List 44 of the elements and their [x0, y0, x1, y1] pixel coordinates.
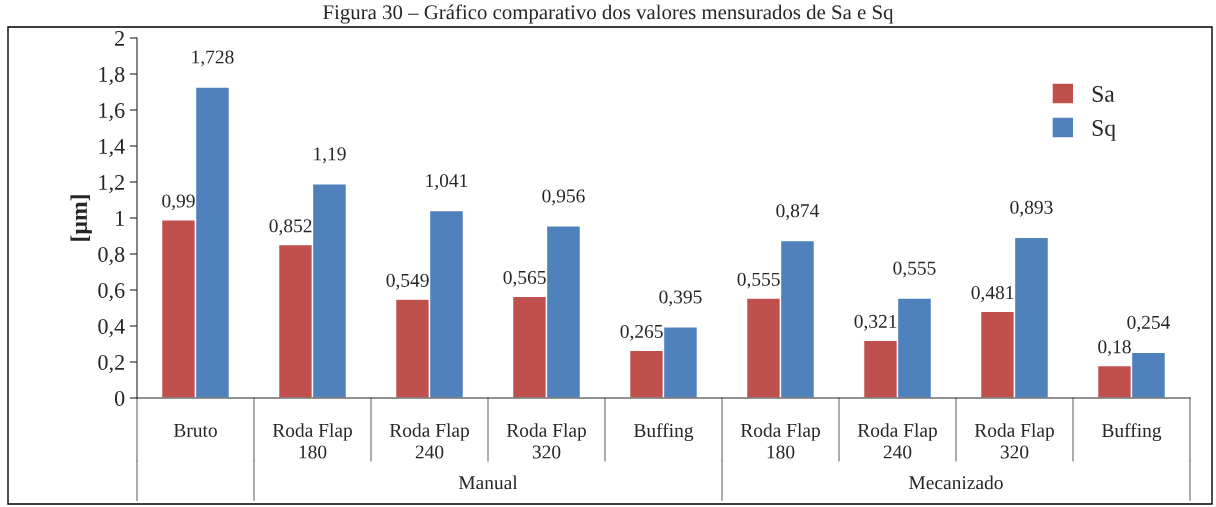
data-label: 0,254 — [1127, 315, 1171, 332]
legend-label: Sa — [1092, 86, 1115, 102]
x-tick-label: Roda Flap 180 — [740, 423, 820, 459]
data-label: 1,728 — [192, 50, 234, 67]
data-label: 0,852 — [269, 219, 312, 236]
y-tick-label: 1,8 — [99, 66, 125, 86]
data-label: 0,555 — [737, 272, 780, 289]
y-tick-label: 1 — [116, 211, 124, 226]
data-label: 0,565 — [503, 270, 546, 287]
y-tick-label: 0,2 — [98, 354, 124, 374]
data-label: 0,265 — [620, 324, 663, 341]
data-label: 0,481 — [971, 286, 1014, 302]
data-label: 1,041 — [426, 174, 468, 191]
data-label: 0,549 — [386, 273, 429, 290]
data-label: 0,99 — [162, 194, 195, 211]
y-tick-label: 0 — [114, 390, 125, 406]
data-label: 0,395 — [659, 290, 702, 307]
data-label: 0,555 — [893, 261, 936, 278]
x-tick-label: Buffing — [633, 423, 694, 442]
x-tick-label: Roda Flap 240 — [389, 423, 469, 459]
data-label: 1,19 — [314, 147, 346, 164]
y-axis-title: [µm] — [70, 195, 92, 241]
x-tick-label: Buffing — [1101, 423, 1162, 442]
x-tick-label: Roda Flap 180 — [272, 423, 352, 459]
y-tick-label: 1,4 — [99, 139, 125, 158]
y-tick-label: 0,6 — [98, 282, 125, 302]
x-tick-label: Roda Flap 240 — [857, 423, 937, 459]
x-tick-label: Roda Flap 320 — [974, 423, 1054, 459]
y-tick-label: 1,2 — [99, 174, 124, 194]
y-tick-label: 0,4 — [98, 318, 125, 338]
y-tick-label: 0,8 — [98, 246, 125, 266]
y-tick-label: 2 — [115, 30, 124, 46]
data-label: 0,321 — [854, 314, 897, 331]
data-label: 0,18 — [1098, 340, 1131, 357]
data-label: 0,956 — [542, 189, 585, 206]
y-tick-label: 1,6 — [99, 102, 125, 122]
text: Mecanizado — [909, 475, 1003, 490]
text: Manual — [458, 475, 518, 490]
x-tick-label: Roda Flap 320 — [506, 423, 586, 459]
data-label: 0,893 — [1010, 200, 1053, 217]
chart-title: Figura 30 – Gráfico comparativo dos valores mensurados de Sa e Sq — [323, 4, 894, 24]
legend-label: Sq — [1092, 120, 1116, 141]
x-tick-label: Bruto — [173, 423, 217, 437]
data-label: 0,874 — [776, 204, 820, 221]
